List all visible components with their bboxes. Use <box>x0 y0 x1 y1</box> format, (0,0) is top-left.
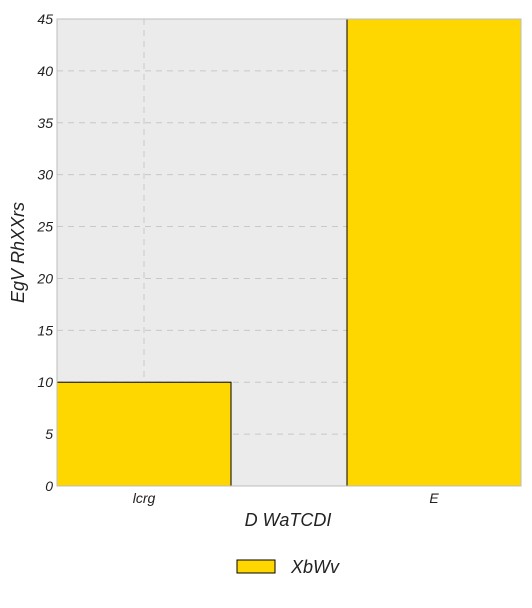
y-tick-label: 10 <box>37 374 53 390</box>
y-tick-label: 40 <box>37 63 53 79</box>
y-tick-labels: 0 5 10 15 20 25 30 35 40 45 <box>36 11 53 494</box>
legend-label-xbwv: XbWv <box>290 557 340 577</box>
legend: XbWv <box>236 557 340 577</box>
bar-lcrg <box>56 381 232 487</box>
y-axis-label: EgV RhXXrs <box>8 202 28 303</box>
bar-E <box>346 18 522 487</box>
plot-frame <box>56 18 522 487</box>
y-tick-label: 35 <box>37 115 53 131</box>
y-tick-label: 45 <box>37 11 53 27</box>
y-tick-label: 25 <box>36 219 53 235</box>
y-tick-label: 30 <box>37 167 53 183</box>
bars <box>56 18 522 487</box>
y-tick-label: 5 <box>45 426 53 442</box>
x-tick-labels: lcrg E <box>133 490 440 506</box>
y-tick-label: 15 <box>37 322 53 338</box>
y-tick-label: 0 <box>45 478 53 494</box>
x-tick-label: lcrg <box>133 490 156 506</box>
x-axis-label: D WaTCDI <box>245 510 332 530</box>
legend-swatch-xbwv <box>236 559 276 574</box>
x-tick-label: E <box>429 490 439 506</box>
y-tick-label: 20 <box>36 270 53 286</box>
